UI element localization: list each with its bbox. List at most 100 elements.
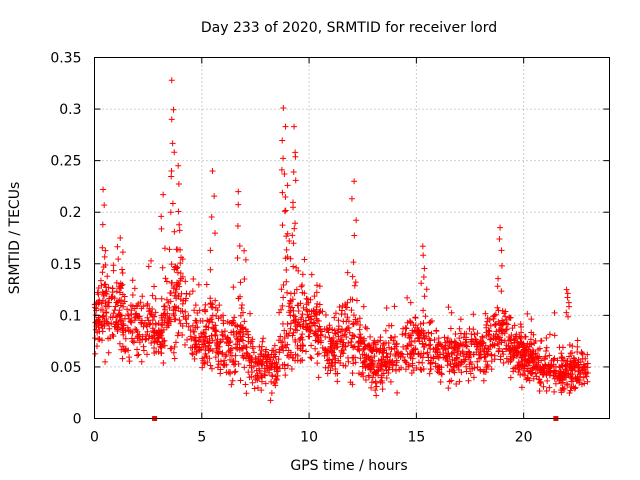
- data-point: [199, 317, 206, 324]
- data-point: [282, 372, 289, 379]
- data-point: [435, 342, 442, 349]
- data-point: [187, 327, 194, 334]
- data-point: [231, 369, 238, 376]
- data-point: [177, 308, 184, 315]
- data-point: [270, 347, 277, 354]
- data-point: [282, 207, 289, 214]
- data-point: [280, 294, 287, 301]
- data-point: [506, 346, 513, 353]
- data-point: [207, 247, 214, 254]
- data-point: [583, 373, 590, 380]
- data-point: [392, 352, 399, 359]
- data-point: [454, 356, 461, 363]
- data-point: [300, 318, 307, 325]
- data-point: [372, 378, 379, 385]
- data-point: [563, 286, 570, 293]
- data-point: [366, 356, 373, 363]
- data-point: [420, 252, 427, 259]
- data-point: [323, 347, 330, 354]
- data-point: [421, 293, 428, 300]
- data-point: [265, 351, 272, 358]
- data-point: [407, 354, 414, 361]
- data-point: [273, 365, 280, 372]
- data-point: [182, 297, 189, 304]
- data-point: [175, 208, 182, 215]
- data-point: [570, 383, 577, 390]
- data-point: [452, 331, 459, 338]
- data-point: [463, 363, 470, 370]
- data-point: [132, 326, 139, 333]
- data-point: [558, 373, 565, 380]
- data-point: [446, 368, 453, 375]
- data-point: [140, 347, 147, 354]
- data-point: [220, 312, 227, 319]
- y-tick-label: 0.2: [59, 205, 81, 221]
- data-point: [470, 374, 477, 381]
- chart-title: Day 233 of 2020, SRMTID for receiver lor…: [201, 20, 497, 36]
- data-point: [420, 320, 427, 327]
- data-point: [192, 302, 199, 309]
- data-point: [225, 369, 232, 376]
- data-point: [119, 281, 126, 288]
- data-point: [281, 171, 288, 178]
- data-point: [315, 350, 322, 357]
- data-point: [201, 330, 208, 337]
- data-point: [551, 332, 558, 339]
- data-point: [566, 353, 573, 360]
- data-point: [350, 320, 357, 327]
- data-point: [158, 321, 165, 328]
- data-point: [121, 315, 128, 322]
- data-point: [291, 290, 298, 297]
- data-point: [280, 105, 287, 112]
- data-point: [518, 324, 525, 331]
- data-point: [99, 269, 106, 276]
- data-point: [235, 201, 242, 208]
- data-point: [209, 167, 216, 174]
- data-point: [440, 354, 447, 361]
- data-point: [569, 364, 576, 371]
- data-point: [98, 282, 105, 289]
- data-point: [520, 340, 527, 347]
- data-point: [351, 178, 358, 185]
- data-point: [511, 365, 518, 372]
- data-point: [144, 314, 151, 321]
- data-point: [543, 348, 550, 355]
- data-point: [206, 340, 213, 347]
- data-point: [161, 319, 168, 326]
- data-point: [351, 282, 358, 289]
- data-point: [98, 300, 105, 307]
- data-point: [365, 355, 372, 362]
- data-point: [437, 379, 444, 386]
- data-point: [520, 352, 527, 359]
- data-point: [176, 317, 183, 324]
- data-point: [380, 342, 387, 349]
- data-point: [305, 333, 312, 340]
- data-point: [139, 293, 146, 300]
- data-point: [289, 232, 296, 239]
- data-point: [279, 362, 286, 369]
- data-point: [295, 308, 302, 315]
- data-point: [281, 365, 288, 372]
- data-point: [175, 162, 182, 169]
- data-point: [521, 357, 528, 364]
- data-point: [195, 338, 202, 345]
- data-point: [290, 312, 297, 319]
- data-point: [102, 299, 109, 306]
- data-point: [182, 341, 189, 348]
- data-point: [536, 379, 543, 386]
- data-point: [308, 342, 315, 349]
- data-point: [308, 322, 315, 329]
- data-point: [404, 342, 411, 349]
- data-point: [349, 370, 356, 377]
- data-point: [314, 351, 321, 358]
- data-point: [582, 355, 589, 362]
- data-point: [171, 228, 178, 235]
- data-point: [199, 333, 206, 340]
- data-point: [502, 313, 509, 320]
- data-point: [542, 362, 549, 369]
- data-point: [144, 351, 151, 358]
- data-point: [289, 304, 296, 311]
- data-point: [569, 349, 576, 356]
- data-point: [277, 333, 284, 340]
- data-point: [132, 313, 139, 320]
